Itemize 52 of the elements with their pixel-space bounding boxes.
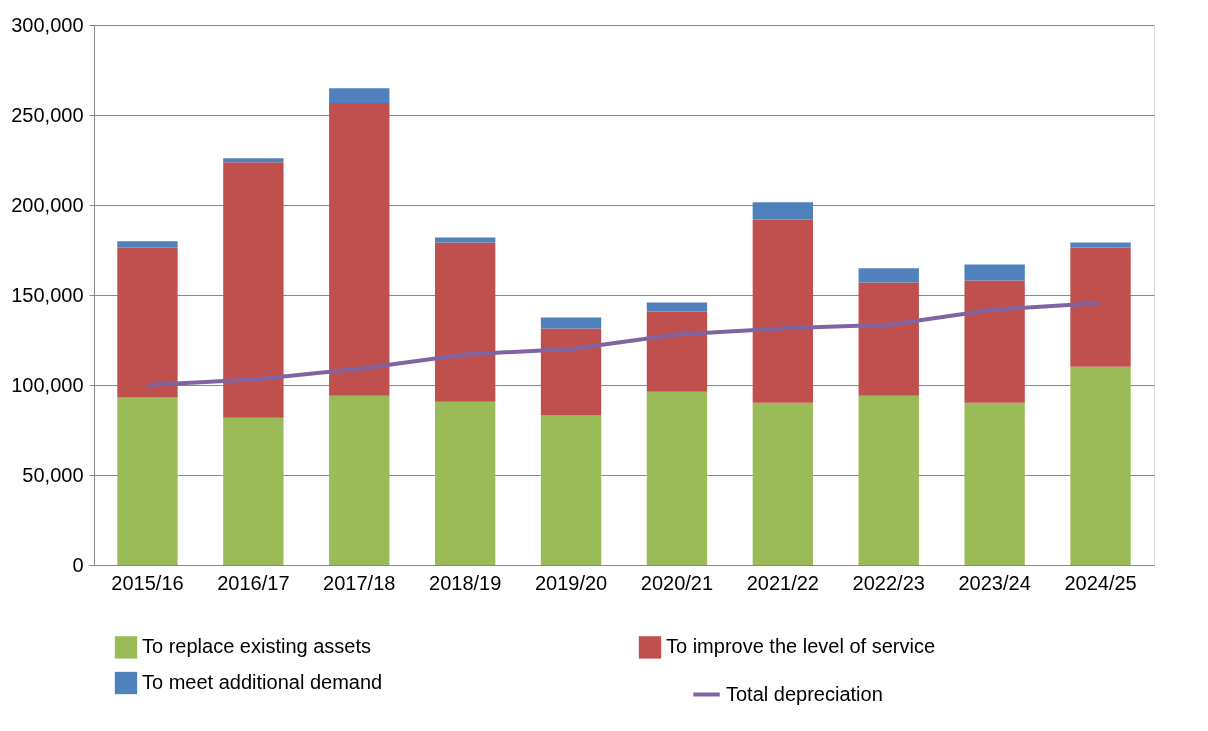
x-tick-label: 2017/18 [323, 571, 396, 594]
bar [329, 103, 390, 396]
bar [752, 402, 814, 565]
x-tick-label: 2015/16 [111, 571, 184, 594]
bar [329, 395, 390, 565]
y-tick-label: 0 [72, 553, 84, 576]
bar [540, 317, 602, 329]
bar [434, 401, 496, 565]
x-tick-label: 2022/23 [852, 571, 925, 594]
legend-label: To replace existing assets [142, 635, 372, 658]
bar [964, 264, 1025, 281]
bar [223, 158, 284, 163]
bar [540, 415, 602, 565]
bar [434, 237, 496, 243]
bar [964, 280, 1025, 403]
x-tick-label: 2020/21 [640, 571, 714, 594]
bar [117, 397, 178, 565]
bar [117, 241, 178, 248]
x-tick-label: 2019/20 [534, 571, 608, 594]
y-tick-label: 250,000 [11, 103, 84, 126]
bar [329, 88, 390, 104]
bar [858, 282, 919, 396]
bar [646, 311, 708, 392]
y-tick-label: 50,000 [22, 463, 84, 486]
bar [858, 268, 919, 283]
x-tick-label: 2024/25 [1064, 571, 1137, 594]
bar [223, 417, 284, 565]
bar [646, 302, 708, 312]
y-tick-label: 300,000 [11, 13, 84, 36]
bar [434, 242, 496, 402]
bar [540, 328, 602, 416]
bar [117, 247, 178, 398]
x-tick-label: 2021/22 [746, 571, 819, 594]
bar [223, 162, 284, 418]
bar [752, 202, 814, 220]
y-tick-label: 150,000 [11, 283, 84, 306]
legend-label: To meet additional demand [142, 671, 383, 693]
bar [964, 402, 1025, 565]
bar [1070, 242, 1131, 248]
bar [858, 395, 919, 565]
bar [752, 219, 814, 403]
x-tick-label: 2018/19 [429, 571, 502, 594]
bar [1070, 366, 1131, 565]
x-tick-label: 2023/24 [958, 571, 1031, 594]
legend-label: To improve the level of service [666, 635, 936, 658]
bar [1070, 247, 1131, 367]
y-tick-label: 200,000 [11, 193, 84, 216]
y-tick-label: 100,000 [11, 373, 84, 396]
bar [646, 391, 708, 565]
x-tick-label: 2016/17 [217, 571, 290, 594]
legend-label: Total depreciation [726, 682, 883, 705]
line-series [145, 301, 1103, 387]
